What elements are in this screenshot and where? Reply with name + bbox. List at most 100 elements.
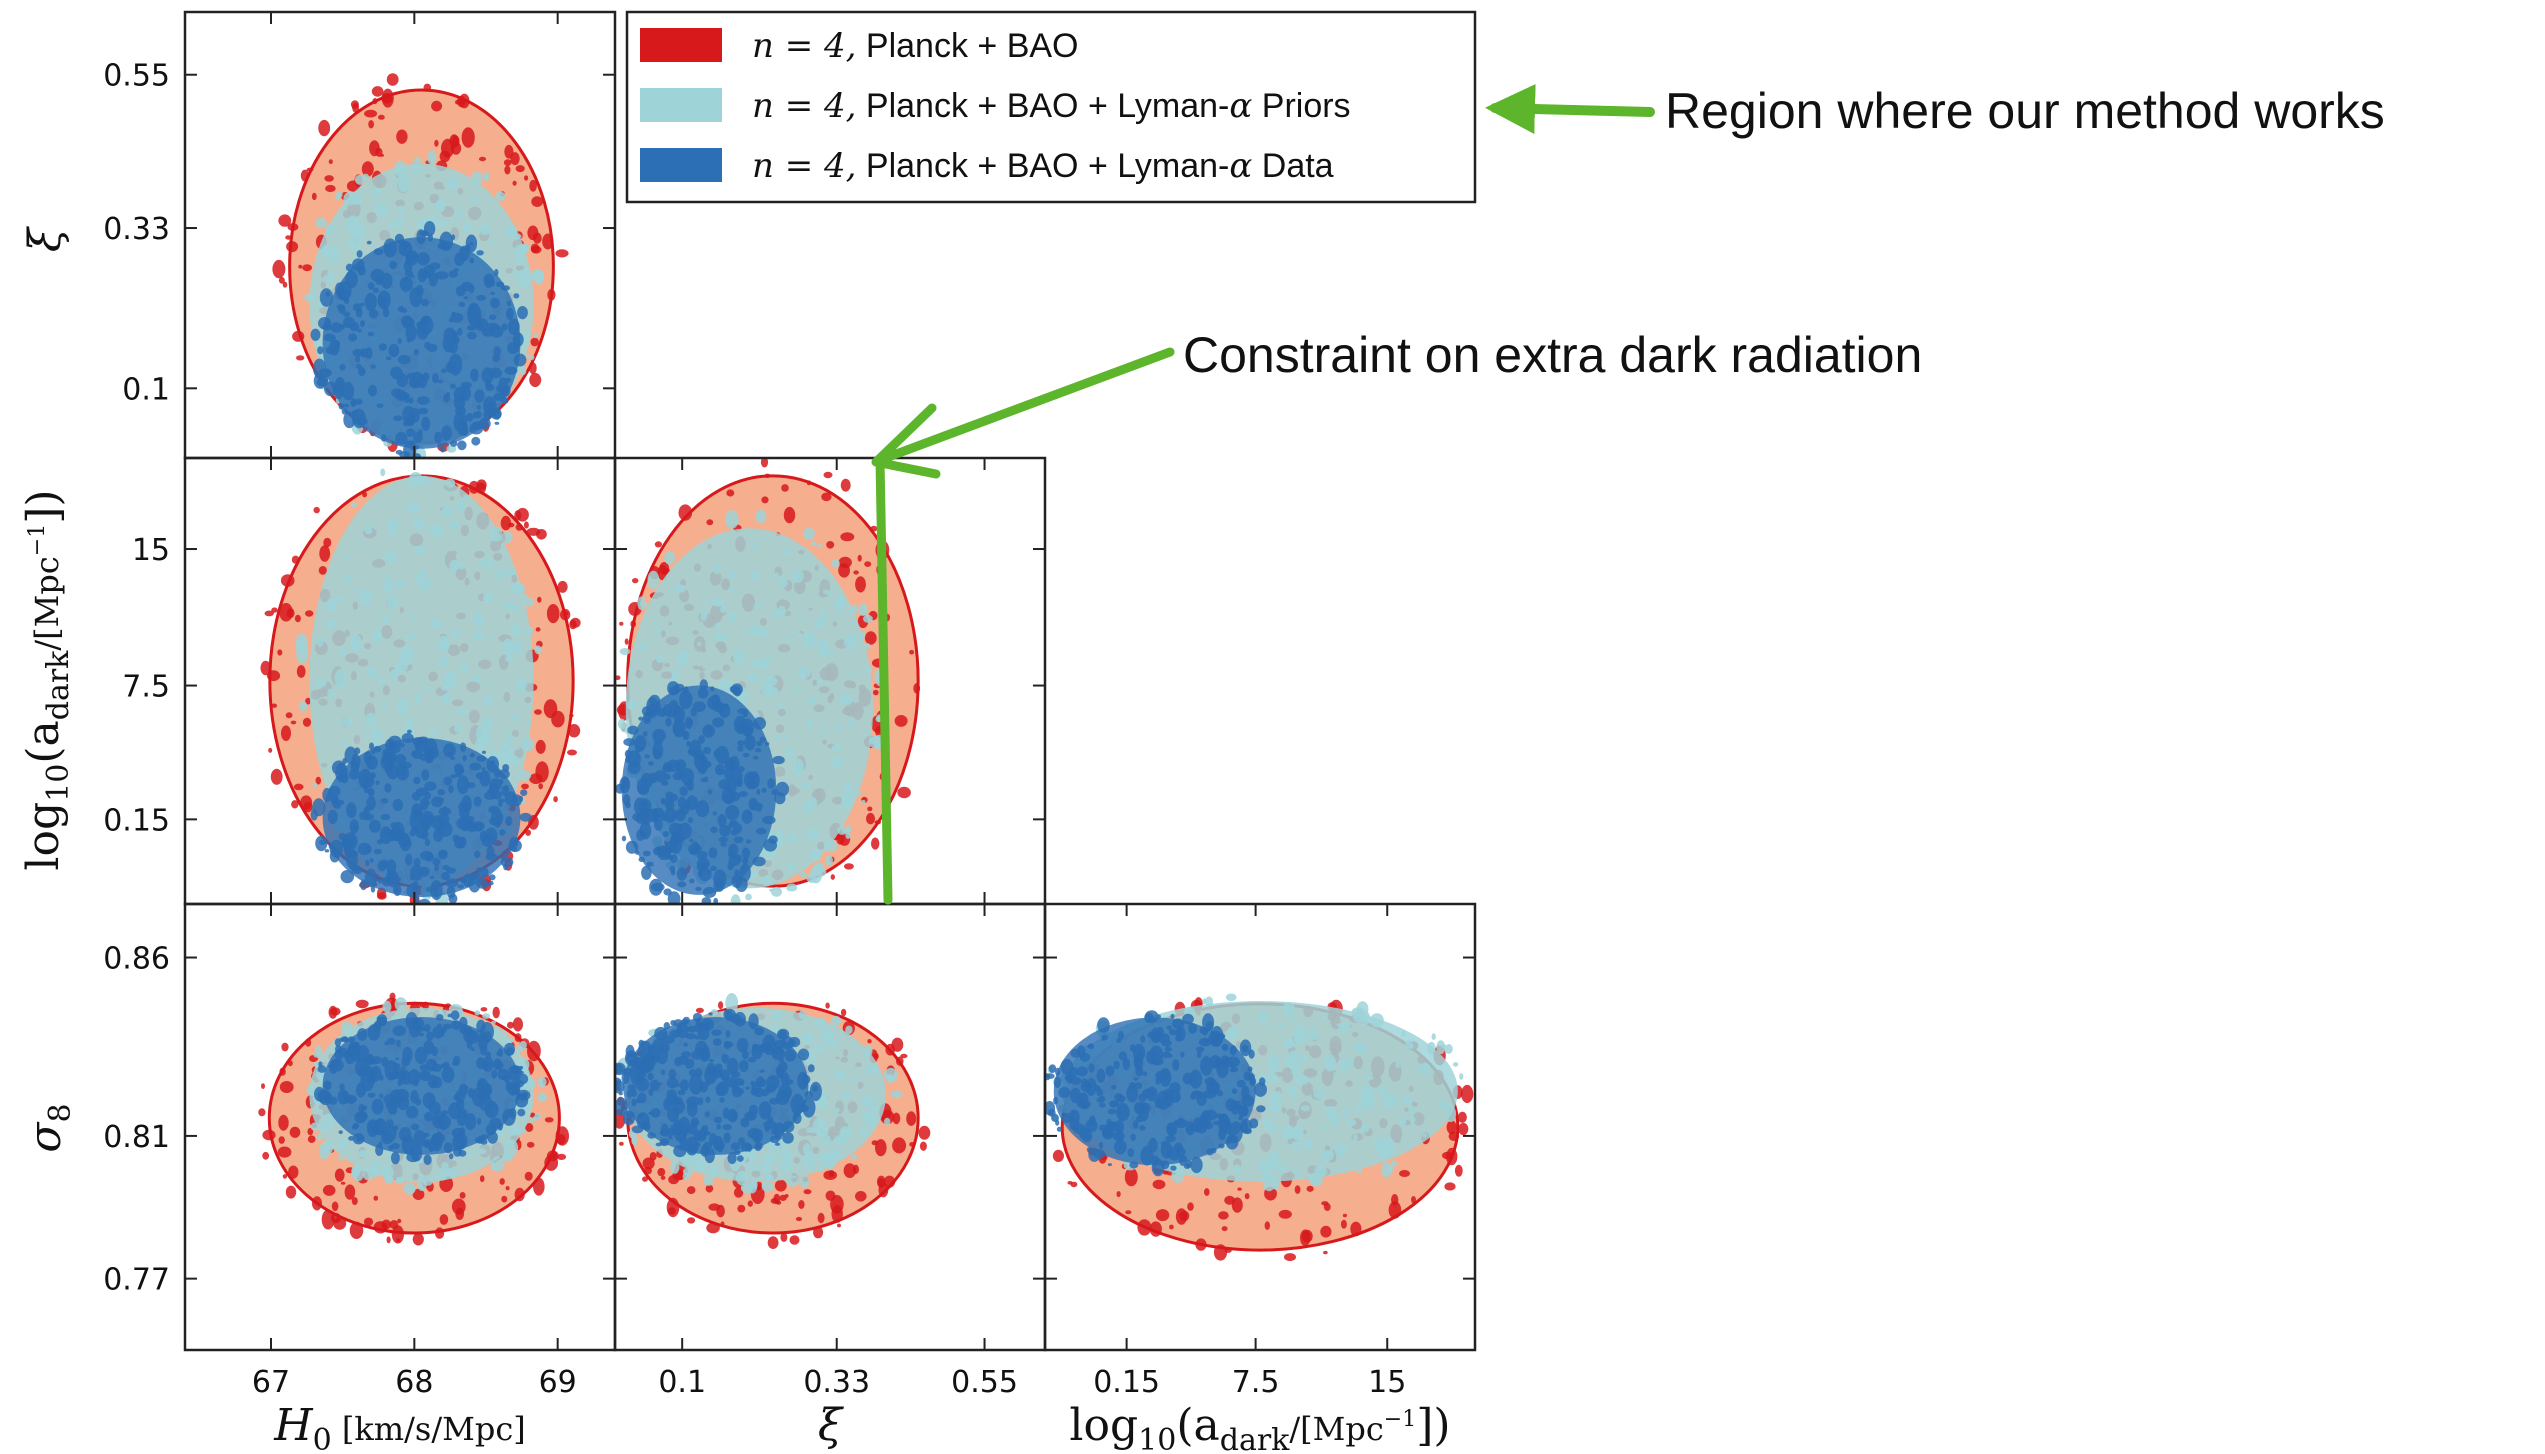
contour-speck (521, 1092, 528, 1098)
contour-speck (386, 549, 397, 564)
contour-speck (755, 827, 767, 835)
contour-speck (1096, 1097, 1103, 1103)
contour-speck (624, 638, 629, 645)
contour-speck (1360, 1125, 1370, 1133)
contour-speck (843, 1163, 856, 1178)
contour-speck (514, 510, 522, 521)
contour-speck (507, 342, 520, 354)
contour-speck (405, 1105, 419, 1119)
contour-speck (627, 750, 642, 768)
contour-speck (351, 502, 358, 508)
contour-speck (1210, 1147, 1217, 1154)
contour-speck (799, 1175, 810, 1189)
contour-speck (334, 668, 347, 689)
contour-speck (695, 1007, 704, 1014)
contour-speck (401, 278, 408, 282)
contour-speck (1436, 1040, 1446, 1055)
contour-speck (855, 576, 866, 593)
contour-speck (474, 389, 485, 403)
contour-speck (502, 738, 509, 747)
contour-speck (771, 1128, 777, 1135)
contour-speck (490, 297, 500, 309)
contour-speck (684, 716, 693, 729)
contour-speck (397, 205, 404, 214)
contour-speck (482, 327, 494, 337)
contour-speck (478, 559, 485, 567)
contour-speck (681, 1051, 691, 1058)
contour-speck (1146, 1050, 1157, 1065)
contour-speck (339, 1083, 345, 1092)
contour-speck (623, 738, 636, 747)
panel-sigma8-vs-xi (615, 993, 931, 1249)
contour-speck (490, 526, 503, 542)
contour-speck (410, 407, 420, 423)
contour-speck (502, 1108, 516, 1126)
contour-speck (457, 884, 465, 889)
contour-speck (348, 1095, 355, 1105)
contour-speck (352, 303, 362, 312)
contour-speck (725, 993, 739, 1013)
contour-speck (523, 597, 535, 607)
contour-speck (1320, 1126, 1327, 1131)
contour-speck (380, 813, 391, 821)
contour-speck (615, 1062, 626, 1076)
contour-speck (686, 795, 698, 811)
contour-speck (489, 1117, 502, 1129)
contour-speck (1182, 1072, 1194, 1085)
contour-speck (419, 219, 427, 225)
contour-speck (514, 1187, 525, 1202)
contour-speck (337, 775, 344, 780)
contour-speck (778, 1083, 792, 1101)
contour-speck (1381, 1162, 1392, 1178)
contour-speck (464, 1085, 469, 1091)
contour-speck (363, 806, 370, 816)
contour-speck (344, 1184, 356, 1200)
contour-speck (500, 1076, 506, 1080)
contour-speck (367, 1092, 376, 1098)
contour-speck (386, 869, 398, 882)
contour-speck (792, 569, 804, 583)
contour-speck (496, 568, 506, 580)
contour-speck (286, 608, 295, 619)
contour-speck (1342, 1107, 1350, 1118)
contour-speck (710, 1165, 719, 1178)
contour-speck (538, 783, 543, 790)
contour-speck (484, 827, 498, 844)
contour-speck (834, 596, 845, 612)
annotation-constraint-arrow (875, 347, 1175, 905)
contour-speck (473, 611, 484, 628)
contour-speck (387, 224, 393, 229)
contour-speck (631, 1098, 637, 1107)
contour-speck (709, 1058, 714, 1063)
contour-speck (840, 532, 855, 542)
contour-speck (1399, 1170, 1410, 1177)
contour-speck (731, 683, 743, 696)
contour-speck (627, 1084, 636, 1092)
contour-speck (386, 73, 399, 86)
panel-logadark-vs-H0 (260, 468, 581, 904)
contour-speck (740, 1117, 750, 1128)
contour-speck (440, 685, 450, 691)
contour-speck (441, 425, 452, 441)
contour-speck (533, 333, 538, 339)
contour-speck (459, 1127, 466, 1135)
contour-speck (511, 624, 521, 636)
contour-speck (736, 1037, 749, 1053)
contour-speck (654, 770, 668, 783)
contour-speck (1218, 1143, 1225, 1149)
contour-speck (771, 886, 782, 897)
contour-speck (493, 346, 501, 358)
contour-speck (478, 223, 491, 235)
contour-speck (432, 372, 439, 384)
contour-speck (673, 1145, 687, 1158)
contour-speck (786, 634, 792, 642)
contour-speck (1117, 1030, 1124, 1040)
contour-speck (1334, 1142, 1347, 1157)
contour-speck (338, 832, 347, 841)
contour-speck (682, 1132, 687, 1138)
contour-speck (1248, 1049, 1255, 1059)
contour-speck (718, 836, 728, 843)
contour-speck (638, 1039, 645, 1047)
contour-speck (724, 1009, 729, 1015)
